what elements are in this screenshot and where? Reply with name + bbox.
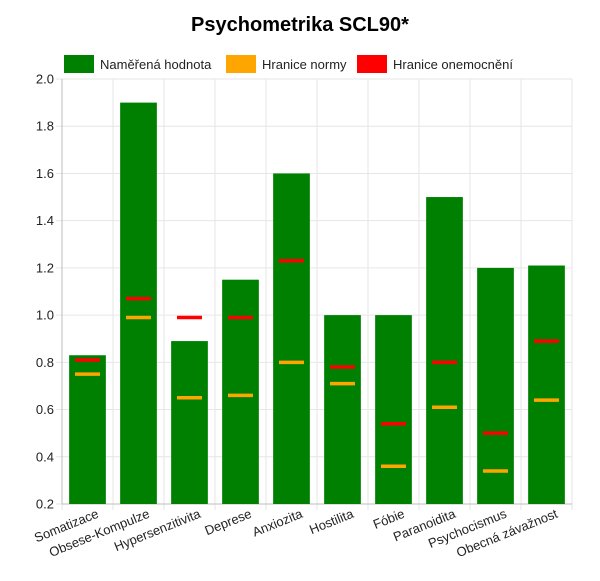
legend-label-measured: Naměřená hodnota — [100, 56, 212, 72]
bar — [273, 173, 310, 504]
y-tick-label: 1.0 — [36, 308, 54, 323]
legend-label-norm: Hranice normy — [262, 56, 347, 72]
legend-item-measured[interactable]: Naměřená hodnota — [64, 53, 211, 75]
y-tick-label: 0.4 — [36, 449, 54, 464]
bar — [222, 279, 259, 504]
bar — [324, 315, 361, 504]
legend: Naměřená hodnota Hranice normy Hranice o… — [0, 53, 600, 75]
legend-item-norm[interactable]: Hranice normy — [226, 53, 347, 75]
bar — [120, 102, 157, 504]
bar — [528, 265, 565, 504]
bar — [477, 267, 514, 504]
legend-swatch-norm — [226, 55, 256, 73]
x-tick-label: Hostilita — [307, 506, 356, 538]
y-tick-label: 1.8 — [36, 119, 54, 134]
legend-swatch-disease — [357, 55, 387, 73]
bar — [426, 197, 463, 505]
x-tick-label: Deprese — [202, 506, 253, 538]
chart-title: Psychometrika SCL90* — [191, 14, 409, 36]
legend-label-disease: Hranice onemocnění — [393, 56, 513, 72]
y-tick-label: 1.6 — [36, 166, 54, 181]
y-tick-label: 0.6 — [36, 402, 54, 417]
legend-swatch-measured — [64, 55, 94, 73]
y-tick-label: 0.8 — [36, 355, 54, 370]
y-tick-label: 2.0 — [36, 72, 54, 87]
legend-item-disease[interactable]: Hranice onemocnění — [357, 53, 513, 75]
x-tick-label: Anxiozita — [250, 506, 305, 540]
bar — [171, 341, 208, 504]
y-tick-label: 0.2 — [36, 497, 54, 512]
y-tick-label: 1.4 — [36, 213, 54, 228]
y-tick-label: 1.2 — [36, 260, 54, 275]
bar — [69, 355, 106, 504]
bar — [375, 315, 412, 504]
